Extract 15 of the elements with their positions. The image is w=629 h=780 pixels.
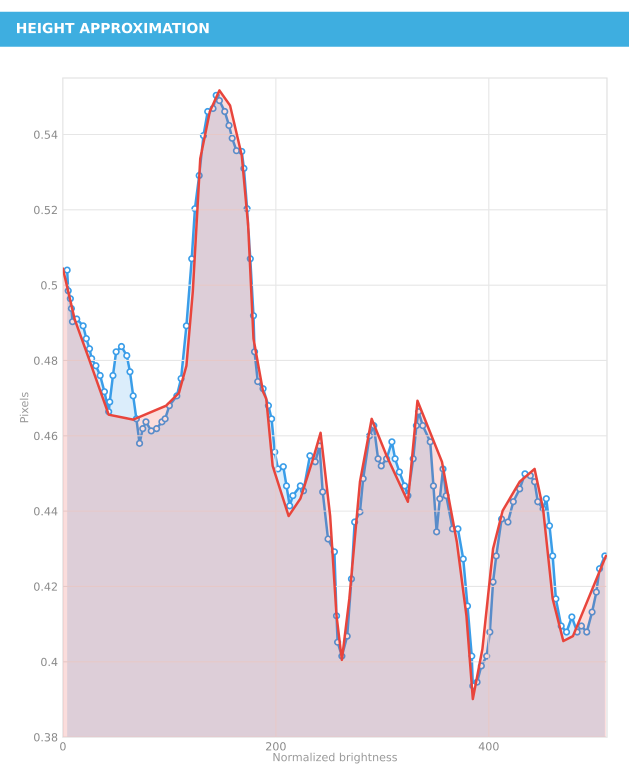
x-axis-title: Normalized brightness <box>273 752 397 764</box>
y-tick-label: 0.5 <box>41 281 58 290</box>
x-tick-label: 200 <box>266 742 286 751</box>
y-tick-label: 0.42 <box>34 582 57 591</box>
x-tick-label: 400 <box>478 742 499 751</box>
x-tick-label: 0 <box>60 742 66 751</box>
y-tick-label: 0.54 <box>34 130 58 139</box>
chart-title: HEIGHT APPROXIMATION <box>17 22 209 34</box>
y-tick-label: 0.48 <box>34 356 58 365</box>
y-tick-label: 0.52 <box>34 206 57 214</box>
y-tick-label: 0.38 <box>34 733 58 742</box>
y-tick-label: 0.46 <box>34 432 58 440</box>
y-axis-title: Pixels <box>20 392 28 422</box>
y-tick-label: 0.4 <box>41 658 58 666</box>
y-tick-label: 0.44 <box>34 507 58 516</box>
